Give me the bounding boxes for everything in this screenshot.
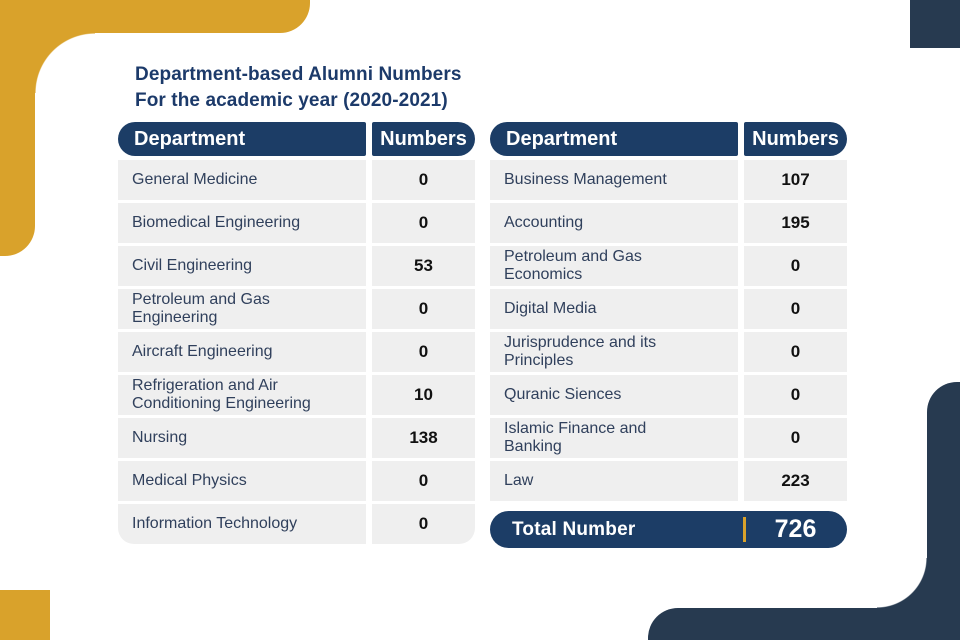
table-row: Nursing 138 (118, 418, 475, 458)
department-cell: Aircraft Engineering (118, 332, 366, 372)
table-row: Aircraft Engineering 0 (118, 332, 475, 372)
corner-accent-top-left-horizontal (0, 0, 310, 33)
number-cell: 0 (744, 332, 847, 372)
table-row: Petroleum and Gas Engineering 0 (118, 289, 475, 329)
number-cell: 0 (372, 160, 475, 200)
department-cell: Biomedical Engineering (118, 203, 366, 243)
number-cell: 0 (744, 418, 847, 458)
number-cell: 107 (744, 160, 847, 200)
table-row: Digital Media 0 (490, 289, 847, 329)
table-row: Jurisprudence and its Principles 0 (490, 332, 847, 372)
page-title-line1: Department-based Alumni Numbers (135, 64, 462, 85)
corner-accent-top-right-square (910, 0, 960, 48)
department-cell: Jurisprudence and its Principles (490, 332, 738, 372)
corner-accent-bottom-right-vertical (927, 382, 960, 640)
department-cell: Petroleum and Gas Economics (490, 246, 738, 286)
number-cell: 223 (744, 461, 847, 501)
alumni-table-right: Department Numbers Business Management 1… (490, 122, 847, 548)
department-cell: Information Technology (118, 504, 366, 544)
number-cell: 0 (372, 289, 475, 329)
department-cell: Accounting (490, 203, 738, 243)
numbers-column-header: Numbers (744, 122, 847, 156)
table-row: Accounting 195 (490, 203, 847, 243)
total-value: 726 (774, 515, 817, 543)
table-row: Law 223 (490, 461, 847, 501)
department-column-header: Department (490, 122, 738, 156)
department-cell: Nursing (118, 418, 366, 458)
number-cell: 0 (372, 461, 475, 501)
table-header: Department Numbers (118, 122, 475, 156)
corner-accent-bottom-right-horizontal (648, 608, 960, 640)
number-cell: 0 (744, 375, 847, 415)
table-row: Medical Physics 0 (118, 461, 475, 501)
page-title-line2: For the academic year (2020-2021) (135, 90, 448, 111)
department-cell: Business Management (490, 160, 738, 200)
number-cell: 0 (372, 203, 475, 243)
department-cell: Digital Media (490, 289, 738, 329)
department-column-header: Department (118, 122, 366, 156)
table-row: Petroleum and Gas Economics 0 (490, 246, 847, 286)
table-row: Business Management 107 (490, 160, 847, 200)
table-row: General Medicine 0 (118, 160, 475, 200)
total-label: Total Number (512, 518, 636, 540)
corner-accent-bottom-left-square (0, 590, 50, 640)
numbers-column-header: Numbers (372, 122, 475, 156)
total-divider (743, 517, 746, 542)
table-row: Refrigeration and Air Conditioning Engin… (118, 375, 475, 415)
corner-accent-bottom-right-fillet (877, 558, 927, 608)
department-cell: Petroleum and Gas Engineering (118, 289, 366, 329)
page-title: Department-based Alumni Numbers For the … (135, 62, 462, 114)
table-row: Civil Engineering 53 (118, 246, 475, 286)
number-cell: 0 (744, 246, 847, 286)
table-row: Information Technology 0 (118, 504, 475, 544)
department-cell: Medical Physics (118, 461, 366, 501)
corner-accent-top-left-vertical (0, 0, 35, 256)
department-cell: Islamic Finance and Banking (490, 418, 738, 458)
number-cell: 0 (744, 289, 847, 329)
department-cell: Refrigeration and Air Conditioning Engin… (118, 375, 366, 415)
department-cell: General Medicine (118, 160, 366, 200)
department-cell: Quranic Siences (490, 375, 738, 415)
alumni-table-left: Department Numbers General Medicine 0 Bi… (118, 122, 475, 547)
table-row: Biomedical Engineering 0 (118, 203, 475, 243)
number-cell: 0 (372, 332, 475, 372)
department-cell: Law (490, 461, 738, 501)
table-row: Quranic Siences 0 (490, 375, 847, 415)
number-cell: 10 (372, 375, 475, 415)
number-cell: 53 (372, 246, 475, 286)
table-row: Islamic Finance and Banking 0 (490, 418, 847, 458)
corner-accent-top-left-fillet (35, 33, 95, 93)
table-header: Department Numbers (490, 122, 847, 156)
number-cell: 195 (744, 203, 847, 243)
number-cell: 0 (372, 504, 475, 544)
department-cell: Civil Engineering (118, 246, 366, 286)
number-cell: 138 (372, 418, 475, 458)
total-number-bar: Total Number 726 (490, 511, 847, 548)
